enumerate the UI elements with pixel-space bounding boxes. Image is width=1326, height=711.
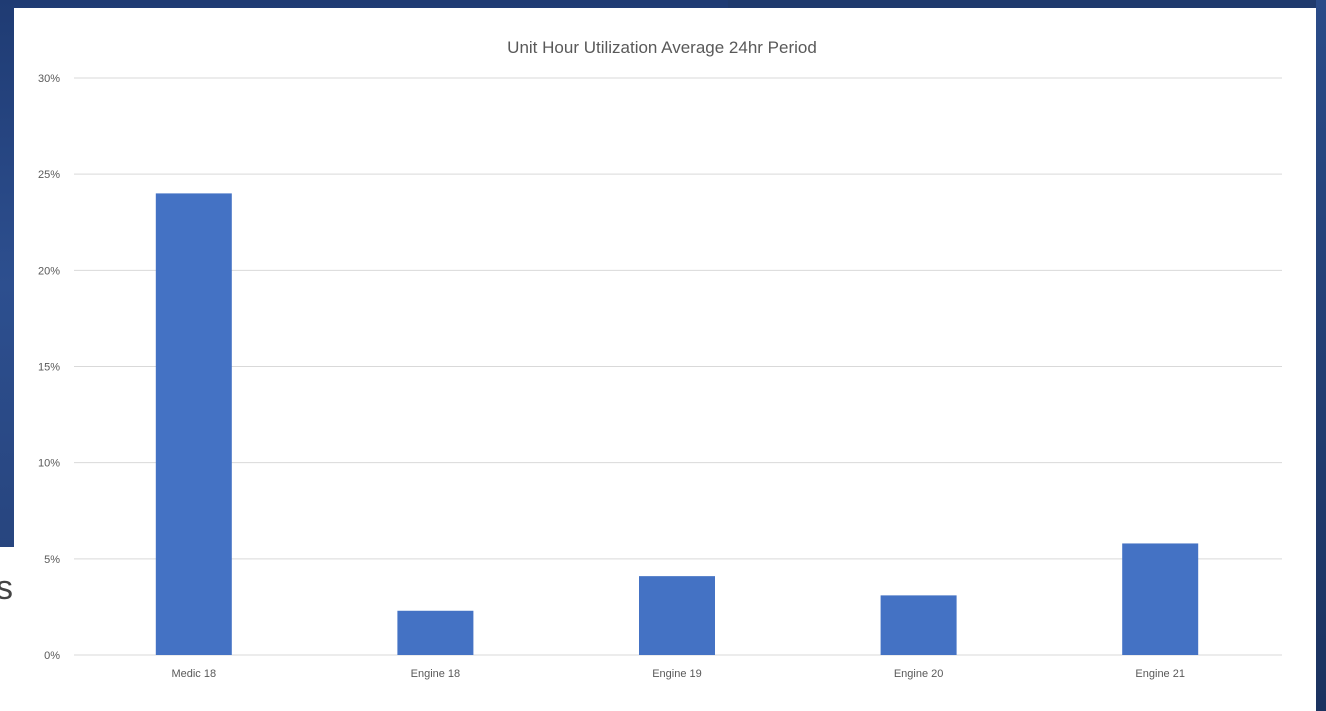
y-tick-label: 15% [38, 362, 60, 374]
x-tick-label: Engine 19 [652, 668, 702, 680]
bar-engine-20[interactable] [880, 595, 957, 655]
bar-engine-18[interactable] [397, 610, 474, 655]
x-tick-label: Engine 18 [411, 668, 461, 680]
slide-partial-text: s [0, 569, 12, 607]
gridlines [74, 77, 1282, 656]
x-axis-tick-labels: Medic 18 Engine 18 Engine 19 Engine 20 Engin… [171, 668, 1184, 680]
y-tick-label: 0% [44, 650, 60, 662]
chart-panel[interactable]: Unit Hour Utilization Average 24hr Perio… [14, 8, 1316, 711]
y-tick-label: 30% [38, 73, 60, 85]
y-tick-label: 10% [38, 458, 60, 470]
bars [155, 193, 1199, 655]
y-tick-label: 20% [38, 265, 60, 277]
chart-title: Unit Hour Utilization Average 24hr Perio… [507, 38, 817, 57]
bar-engine-19[interactable] [639, 576, 715, 655]
x-tick-label: Medic 18 [171, 668, 216, 680]
bar-engine-21[interactable] [1122, 543, 1199, 655]
bar-chart: Unit Hour Utilization Average 24hr Perio… [38, 38, 1282, 680]
y-axis-tick-labels: 0% 5% 10% 15% 20% 25% 30% [38, 73, 60, 662]
x-tick-label: Engine 20 [894, 668, 944, 680]
bar-medic-18[interactable] [155, 193, 232, 655]
slide-background-band [728, 0, 1326, 8]
y-tick-label: 5% [44, 554, 60, 566]
y-tick-label: 25% [38, 169, 60, 181]
x-tick-label: Engine 21 [1135, 668, 1185, 680]
slide-background-edge [1316, 0, 1326, 711]
